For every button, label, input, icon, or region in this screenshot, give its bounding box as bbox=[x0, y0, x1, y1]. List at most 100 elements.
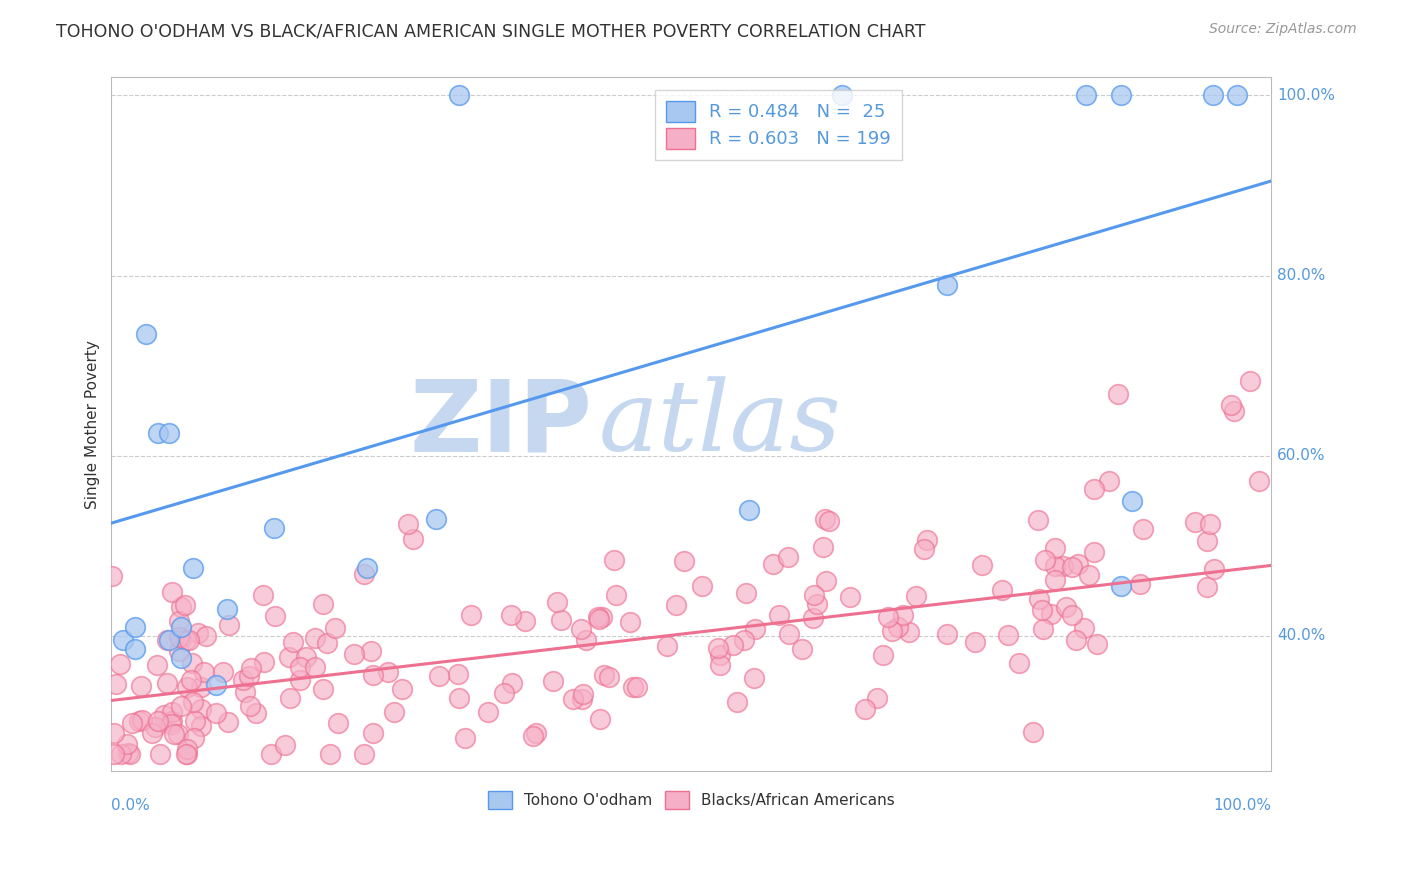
Point bbox=[360, 644, 382, 658]
Point bbox=[176, 742, 198, 756]
Point bbox=[141, 726, 163, 740]
Point bbox=[180, 673, 202, 687]
Point bbox=[205, 706, 228, 720]
Point bbox=[342, 648, 364, 662]
Point bbox=[501, 676, 523, 690]
Point bbox=[447, 691, 470, 706]
Point bbox=[972, 558, 994, 573]
Point bbox=[806, 597, 828, 611]
Point bbox=[1097, 475, 1119, 489]
Point bbox=[280, 691, 302, 706]
Point bbox=[278, 650, 301, 665]
Point bbox=[396, 516, 419, 531]
Point bbox=[1028, 592, 1050, 607]
Point bbox=[891, 607, 914, 622]
Point bbox=[170, 620, 193, 634]
Point bbox=[792, 642, 814, 657]
Point bbox=[912, 542, 935, 557]
Point bbox=[524, 725, 547, 739]
Point bbox=[103, 726, 125, 740]
Point bbox=[454, 731, 477, 745]
Point bbox=[217, 601, 239, 615]
Point bbox=[811, 541, 834, 555]
Point bbox=[187, 626, 209, 640]
Point bbox=[1219, 397, 1241, 411]
Point bbox=[128, 714, 150, 728]
Point bbox=[619, 615, 641, 630]
Point bbox=[1239, 374, 1261, 388]
Point bbox=[101, 568, 124, 582]
Point bbox=[744, 622, 766, 636]
Point bbox=[319, 747, 342, 762]
Point bbox=[738, 502, 761, 516]
Point bbox=[181, 656, 204, 670]
Point bbox=[167, 727, 190, 741]
Point bbox=[880, 624, 903, 638]
Text: 40.0%: 40.0% bbox=[1277, 628, 1326, 643]
Point bbox=[1225, 88, 1247, 103]
Point bbox=[146, 426, 169, 441]
Point bbox=[707, 640, 730, 655]
Text: ZIP: ZIP bbox=[411, 376, 593, 473]
Point bbox=[1121, 493, 1143, 508]
Point bbox=[295, 650, 318, 665]
Point bbox=[935, 627, 957, 641]
Point bbox=[605, 589, 627, 603]
Point bbox=[170, 600, 193, 615]
Point bbox=[853, 702, 876, 716]
Point bbox=[170, 699, 193, 714]
Point bbox=[725, 695, 748, 709]
Point bbox=[110, 747, 132, 762]
Point bbox=[1109, 88, 1132, 103]
Point bbox=[204, 678, 226, 692]
Point bbox=[176, 747, 198, 762]
Text: TOHONO O'ODHAM VS BLACK/AFRICAN AMERICAN SINGLE MOTHER POVERTY CORRELATION CHART: TOHONO O'ODHAM VS BLACK/AFRICAN AMERICAN… bbox=[56, 22, 925, 40]
Point bbox=[290, 673, 312, 688]
Point bbox=[1129, 576, 1152, 591]
Point bbox=[361, 726, 384, 740]
Point bbox=[1132, 522, 1154, 536]
Point bbox=[1202, 88, 1225, 103]
Point bbox=[831, 88, 853, 103]
Point bbox=[232, 673, 254, 688]
Point bbox=[274, 739, 297, 753]
Point bbox=[143, 720, 166, 734]
Point bbox=[253, 656, 276, 670]
Text: 0.0%: 0.0% bbox=[111, 798, 150, 814]
Point bbox=[1085, 637, 1108, 651]
Point bbox=[1043, 541, 1066, 555]
Point bbox=[768, 608, 790, 623]
Point bbox=[160, 714, 183, 728]
Point bbox=[887, 620, 910, 634]
Point bbox=[1064, 632, 1087, 647]
Point bbox=[734, 586, 756, 600]
Point bbox=[323, 621, 346, 635]
Point bbox=[588, 611, 610, 625]
Point bbox=[103, 747, 125, 762]
Point bbox=[1247, 474, 1270, 488]
Point bbox=[1199, 517, 1222, 532]
Point bbox=[1223, 404, 1246, 418]
Point bbox=[447, 666, 470, 681]
Point bbox=[181, 695, 204, 709]
Point bbox=[1032, 622, 1054, 636]
Text: 100.0%: 100.0% bbox=[1213, 798, 1271, 814]
Point bbox=[312, 681, 335, 696]
Point bbox=[149, 747, 172, 762]
Point bbox=[499, 607, 522, 622]
Point bbox=[1077, 567, 1099, 582]
Point bbox=[328, 715, 350, 730]
Point bbox=[264, 609, 287, 624]
Point bbox=[1083, 545, 1105, 559]
Point bbox=[709, 658, 731, 673]
Point bbox=[190, 702, 212, 716]
Point bbox=[917, 533, 939, 548]
Point bbox=[866, 690, 889, 705]
Point bbox=[935, 277, 957, 292]
Point bbox=[839, 590, 862, 604]
Point bbox=[184, 714, 207, 728]
Point bbox=[723, 638, 745, 652]
Point bbox=[965, 635, 987, 649]
Point bbox=[515, 614, 537, 628]
Point bbox=[1066, 557, 1088, 571]
